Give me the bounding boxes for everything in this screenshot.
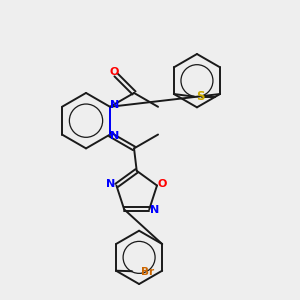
Text: S: S — [196, 90, 205, 103]
Text: O: O — [109, 67, 119, 76]
Text: N: N — [106, 179, 116, 190]
Text: N: N — [110, 131, 119, 141]
Text: N: N — [150, 206, 159, 215]
Text: Br: Br — [140, 267, 154, 277]
Text: N: N — [110, 100, 119, 110]
Text: O: O — [158, 179, 167, 190]
